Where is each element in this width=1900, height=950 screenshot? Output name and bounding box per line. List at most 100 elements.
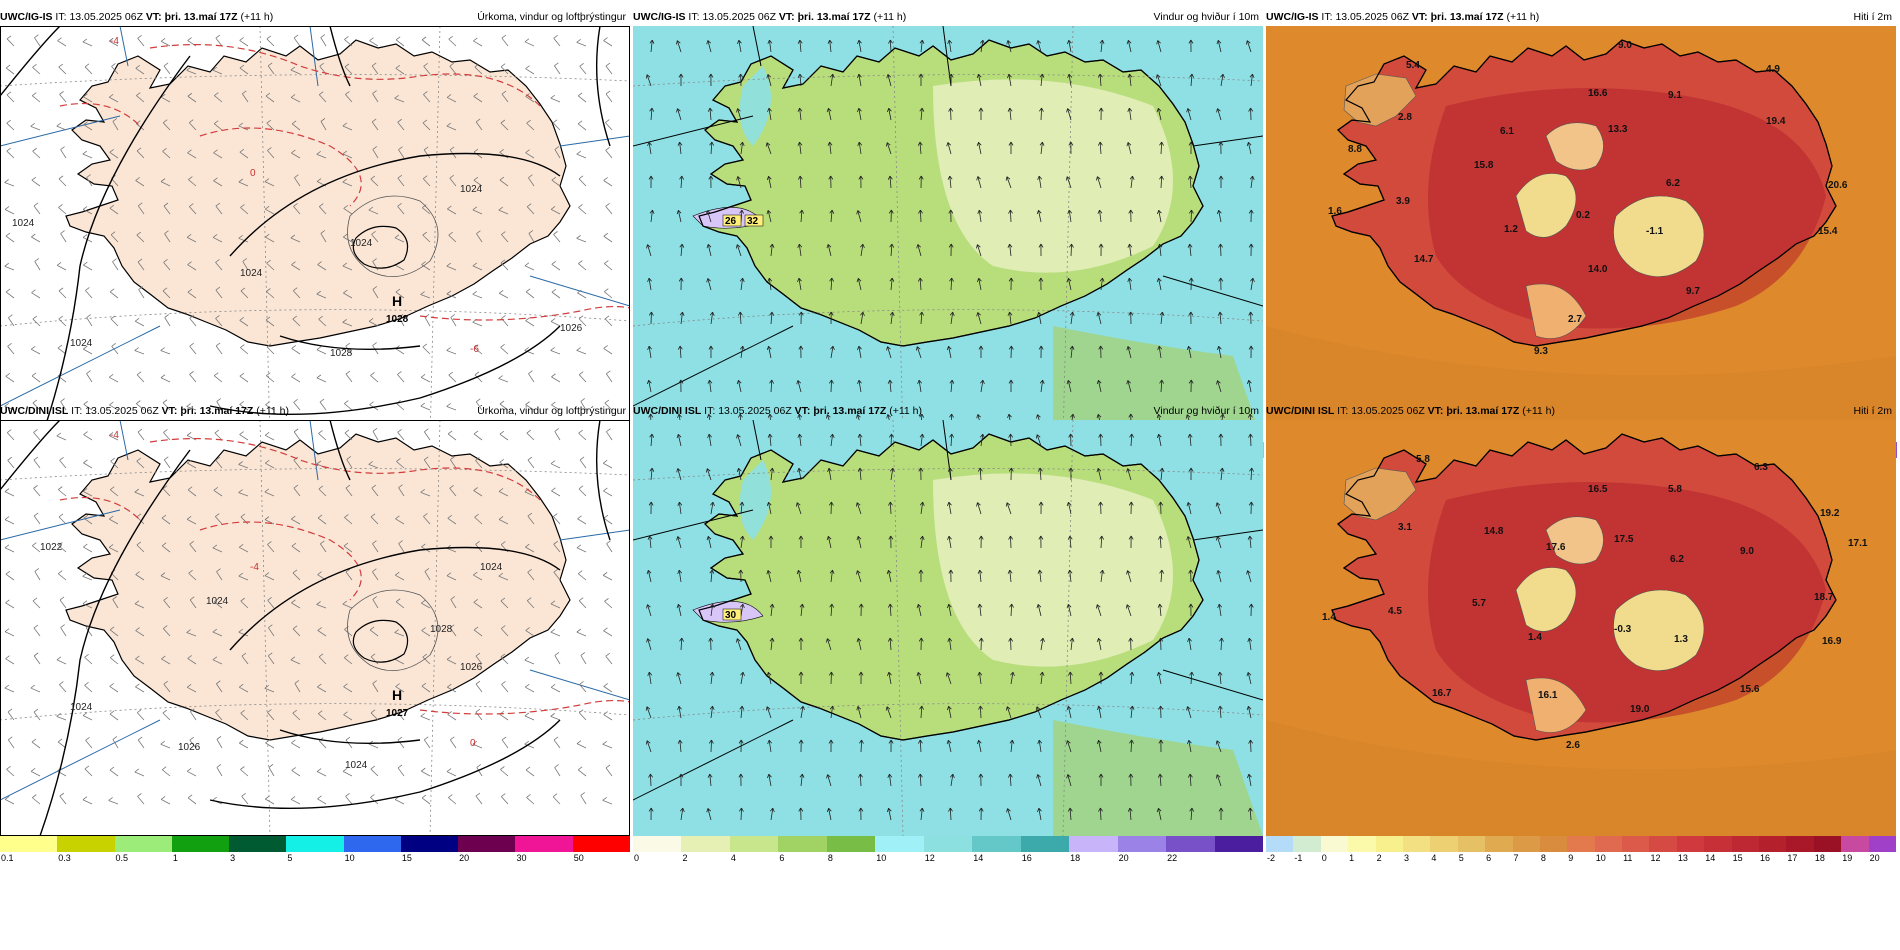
valid-time-value: þri. 13.maí 17Z — [1446, 405, 1520, 417]
colorbar-swatch — [572, 836, 631, 852]
isobar-label: 1028 — [430, 624, 453, 635]
isobar-label: 1026 — [560, 323, 583, 334]
valid-time-value: þri. 13.maí 17Z — [1430, 11, 1504, 23]
isobar-label: 1024 — [70, 702, 93, 713]
colorbar-tick-label: 20 — [1869, 853, 1880, 863]
colorbar-swatch — [972, 836, 1022, 852]
colorbar-swatch — [1594, 836, 1623, 852]
isobar-label: 1024 — [240, 268, 263, 279]
colorbar-swatch — [1868, 836, 1897, 852]
colorbar-tick-label: 18 — [1070, 853, 1081, 863]
colorbar-tick-label: 0 — [634, 853, 640, 863]
colorbar-swatch — [57, 836, 116, 852]
lead-time: (+11 h) — [240, 11, 274, 23]
colorbar-swatch — [1117, 836, 1167, 852]
colorbar-swatch — [1166, 836, 1216, 852]
colorbar-tick-label: 14 — [973, 853, 984, 863]
colorbar-tick-label: 3 — [230, 853, 236, 863]
temperature-value: 15.6 — [1740, 684, 1760, 695]
map-area[interactable]: 1022 1024 1024 1024 1026 1028 1026 1024 -4 -4 0 H 10… — [0, 420, 630, 836]
gust-max-label: 26 — [725, 216, 737, 227]
colorbar-swatch — [1759, 836, 1787, 852]
model-name: UWC/DINI ISL — [0, 405, 69, 417]
colorbar-tick-label: 3 — [1403, 853, 1409, 863]
temperature-value: 13.3 — [1608, 124, 1628, 135]
temperature-value: 5.8 — [1416, 454, 1430, 465]
map-area[interactable]: 9.0 5.4 4.9 16.6 9.1 2.8 6.1 13.3 19.4 8.8 15.8 6.2… — [1266, 26, 1896, 442]
colorbar-swatch — [1704, 836, 1733, 852]
temperature-value: 14.8 — [1484, 526, 1504, 537]
temperature-value: 1.3 — [1674, 634, 1688, 645]
colorbar-tick-label: 0.1 — [1, 853, 14, 863]
temperature-value: 16.5 — [1588, 484, 1608, 495]
isobar-label: 1026 — [178, 742, 201, 753]
valid-time-value: þri. 13.maí 17Z — [813, 405, 887, 417]
isobars — [0, 420, 611, 836]
temperature-value: 6.2 — [1670, 554, 1684, 565]
colorbar-swatch — [1069, 836, 1119, 852]
colorbar-tick-label: 8 — [827, 853, 833, 863]
model-name: UWC/DINI ISL — [633, 405, 702, 417]
map-area[interactable]: 30 — [633, 420, 1263, 836]
isobar-label: 1024 — [460, 184, 483, 195]
temperature-value: 6.3 — [1754, 462, 1768, 473]
temperature-value: 6.2 — [1666, 178, 1680, 189]
colorbar-tick-label: 10 — [876, 853, 887, 863]
colorbar-swatch — [1020, 836, 1070, 852]
colorbar-tick-label: 10 — [1595, 853, 1606, 863]
temperature-value: 20.6 — [1828, 180, 1848, 191]
colorbar-tick-label: 4 — [1431, 853, 1437, 863]
map-area[interactable]: 26 32 — [633, 26, 1263, 442]
model-name: UWC/IG-IS — [633, 11, 686, 23]
colorbar-swatch — [0, 836, 58, 852]
colorbar-swatch — [400, 836, 459, 852]
iceland-landmass — [65, 433, 571, 741]
colorbar-tick-label: 11 — [1623, 853, 1633, 863]
colorbar: 0 2 4 6 8 10 12 14 16 18 20 22 — [633, 836, 1264, 864]
wind-arrows — [645, 433, 1254, 821]
colorbar-tick-label: 50 — [573, 853, 584, 863]
colorbar-swatch — [1622, 836, 1650, 852]
rain-contour-label: 0 — [250, 168, 256, 179]
colorbar-tick-label: 22 — [1167, 853, 1178, 863]
temperature-value: 2.7 — [1568, 314, 1582, 325]
init-time-value: 13.05.2025 06Z — [69, 11, 143, 23]
colorbar-swatch — [1293, 836, 1322, 852]
colorbar-tick-label: 30 — [516, 853, 527, 863]
isobar-label: 1024 — [350, 238, 373, 249]
panel-header: UWC/DINI ISL IT: 13.05.2025 06Z VT: þri.… — [0, 402, 630, 420]
colorbar-tick-label: 20 — [459, 853, 470, 863]
isobar-label: 1024 — [70, 338, 93, 349]
colorbar-tick-label: 1 — [1349, 853, 1355, 863]
temperature-value: 16.6 — [1588, 88, 1608, 99]
panel-title: Úrkoma, vindur og loftþrýstingur — [477, 405, 626, 417]
isobar-label: 1024 — [206, 596, 229, 607]
temperature-value: 16.7 — [1432, 688, 1452, 699]
colorbar-swatch — [1841, 836, 1870, 852]
temperature-value: 8.8 — [1348, 144, 1362, 155]
rain-contours — [59, 43, 630, 321]
rain-contour-label: -6 — [470, 344, 479, 355]
init-time-label: IT: — [71, 405, 83, 417]
isobar-label: 1022 — [40, 542, 63, 553]
rain-contours — [59, 437, 630, 715]
colorbar-swatch — [229, 836, 287, 852]
map-area[interactable]: 1024 1024 1024 1028 1026 1024 1024 -4 0 -6 H 1028 — [0, 26, 630, 442]
colorbar-swatch — [1539, 836, 1568, 852]
map-area[interactable]: 5.8 6.3 16.5 5.8 3.1 14.8 19.2 17.1 17.6 17.5 9.0 6… — [1266, 420, 1896, 836]
colorbar-tick-label: 9 — [1568, 853, 1574, 863]
temperature-value: 16.1 — [1538, 690, 1558, 701]
temperature-value: 1.2 — [1504, 224, 1518, 235]
colorbar-swatch — [1375, 836, 1404, 852]
lead-time: (+11 h) — [256, 405, 290, 417]
temperature-value: 9.0 — [1618, 40, 1632, 51]
colorbar-swatch — [778, 836, 828, 852]
temperature-value: 3.9 — [1396, 196, 1410, 207]
valid-time-value: þri. 13.maí 17Z — [164, 11, 238, 23]
colorbar-swatch — [1786, 836, 1815, 852]
init-time-label: IT: — [688, 11, 700, 23]
lead-time: (+11 h) — [873, 11, 907, 23]
isobars — [0, 26, 611, 442]
wind-barbs — [4, 34, 613, 411]
temperature-value: 3.1 — [1398, 522, 1412, 533]
